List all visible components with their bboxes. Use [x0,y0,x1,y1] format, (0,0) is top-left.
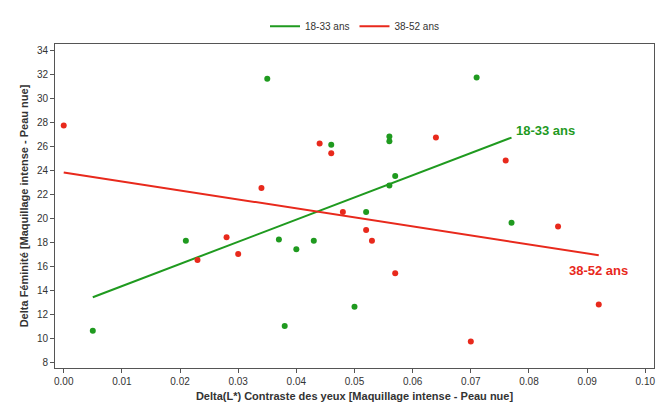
svg-text:38-52 ans: 38-52 ans [569,263,628,278]
svg-text:0.09: 0.09 [577,376,597,387]
svg-text:0.03: 0.03 [228,376,248,387]
svg-text:26: 26 [37,141,49,152]
svg-text:24: 24 [37,165,49,176]
svg-text:0.08: 0.08 [519,376,539,387]
svg-text:28: 28 [37,117,49,128]
svg-text:22: 22 [37,189,49,200]
svg-text:34: 34 [37,45,49,56]
svg-text:10: 10 [37,333,49,344]
svg-text:8: 8 [42,357,48,368]
svg-text:20: 20 [37,213,49,224]
svg-text:18-33 ans: 18-33 ans [305,21,349,32]
svg-text:0.07: 0.07 [461,376,481,387]
svg-text:0.10: 0.10 [636,376,656,387]
svg-text:Delta Féminité [Maquillage int: Delta Féminité [Maquillage intense - Pea… [18,84,30,327]
svg-text:Delta(L*) Contraste des yeux [: Delta(L*) Contraste des yeux [Maquillage… [196,390,514,402]
svg-text:38-52 ans: 38-52 ans [394,21,438,32]
svg-text:0.06: 0.06 [403,376,423,387]
svg-text:0.05: 0.05 [345,376,365,387]
svg-text:16: 16 [37,261,49,272]
svg-text:0.04: 0.04 [287,376,307,387]
svg-text:0.00: 0.00 [54,376,74,387]
svg-text:12: 12 [37,309,49,320]
svg-text:32: 32 [37,69,49,80]
svg-text:0.02: 0.02 [170,376,190,387]
svg-text:14: 14 [37,285,49,296]
svg-text:0.01: 0.01 [112,376,132,387]
svg-text:30: 30 [37,93,49,104]
svg-text:18: 18 [37,237,49,248]
svg-text:18-33 ans: 18-33 ans [516,123,575,138]
